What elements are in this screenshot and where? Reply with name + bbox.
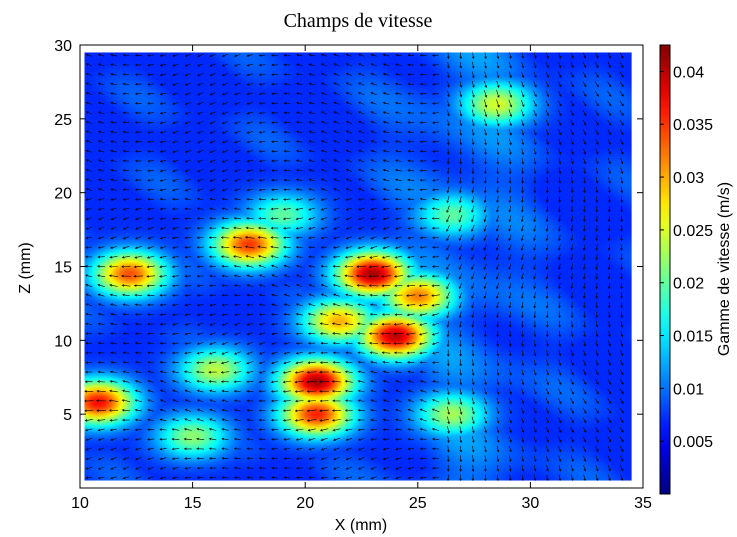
x-tick-label: 20	[296, 495, 314, 512]
x-tick-label: 30	[522, 495, 540, 512]
y-tick-label: 25	[54, 112, 72, 129]
colorbar-tick-label: 0.01	[673, 381, 704, 398]
plot-area	[79, 44, 644, 489]
x-tick-label: 15	[184, 495, 202, 512]
colorbar: 0.005 0.01 0.015 0.02 0.025 0.03 0.035 0.04	[659, 44, 713, 495]
chart-title: Champs de vitesse	[284, 10, 433, 32]
x-axis-label: X (mm)	[335, 517, 387, 534]
x-tick-label: 10	[71, 495, 89, 512]
colorbar-tick-label: 0.005	[673, 434, 713, 451]
y-tick-label: 5	[63, 407, 72, 424]
y-tick-label: 30	[54, 38, 72, 55]
x-axis: 10 15 20 25 30 35	[71, 45, 652, 512]
y-tick-label: 20	[54, 186, 72, 203]
colorbar-tick-label: 0.02	[673, 276, 704, 293]
colorbar-tick-label: 0.035	[673, 117, 713, 134]
velocity-arrows	[84, 52, 624, 481]
velocity-vectors	[84, 52, 624, 481]
colorbar-label: Gamme de vitesse (m/s)	[716, 182, 733, 356]
colorbar-tick-label: 0.025	[673, 223, 713, 240]
x-tick-label: 35	[634, 495, 652, 512]
colorbar-tick-label: 0.015	[673, 329, 713, 346]
y-tick-label: 15	[54, 260, 72, 277]
x-tick-label: 25	[409, 495, 427, 512]
colorbar-gradient	[659, 44, 671, 495]
colorbar-ticks: 0.005 0.01 0.015 0.02 0.025 0.03 0.035 0.04	[660, 64, 713, 451]
colorbar-tick-label: 0.04	[673, 64, 704, 81]
y-tick-label: 10	[54, 333, 72, 350]
y-axis-label: Z (mm)	[17, 242, 34, 294]
y-axis: 5 10 15 20 25 30	[54, 38, 643, 424]
colorbar-tick-label: 0.03	[673, 170, 704, 187]
